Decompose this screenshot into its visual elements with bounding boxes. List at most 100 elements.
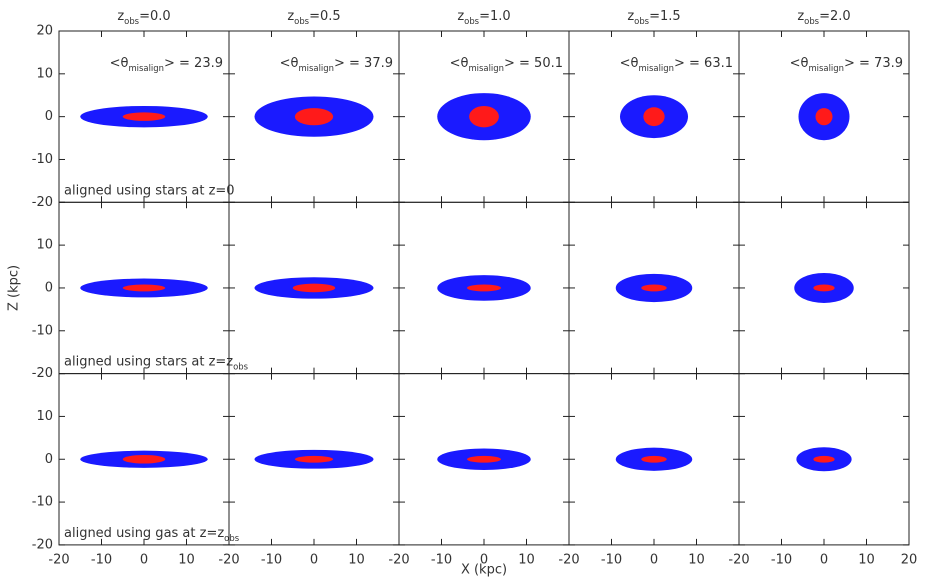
column-title-part: z <box>287 9 294 24</box>
misalign-annotation-part: > = <box>164 56 194 71</box>
misalign-annotation-part: 73.9 <box>874 56 903 71</box>
x-tick-label: -10 <box>601 552 622 567</box>
y-tick-label: 0 <box>45 280 53 295</box>
column-title-sub: obs <box>634 16 649 26</box>
inner-region <box>122 284 166 292</box>
misalign-annotation-part: <θ <box>450 56 469 71</box>
misalign-annotation-part: 23.9 <box>194 56 223 71</box>
x-tick-label: 20 <box>901 552 918 567</box>
inner-region <box>467 284 501 292</box>
misalign-annotation-part: > = <box>504 56 534 71</box>
inner-region <box>643 107 665 127</box>
x-tick-label: 0 <box>820 552 828 567</box>
misalign-annotation-sub: misalign <box>468 63 504 73</box>
column-title-part: =2.0 <box>819 9 851 24</box>
misalign-annotation-part: > = <box>334 56 364 71</box>
row-label-sub: obs <box>224 532 239 542</box>
x-tick-label: -20 <box>48 552 69 567</box>
inner-region <box>294 108 334 126</box>
y-tick-label: 20 <box>36 24 53 39</box>
row-label-sub: obs <box>233 361 248 371</box>
misalign-annotation-part: 63.1 <box>704 56 733 71</box>
misalign-annotation-part: > = <box>674 56 704 71</box>
inner-region <box>641 455 667 463</box>
misalign-annotation: <θmisalign> = 63.1 <box>620 56 733 73</box>
inner-region <box>469 105 499 128</box>
x-tick-label: -10 <box>431 552 452 567</box>
y-tick-label: -20 <box>32 537 53 552</box>
y-tick-label: -10 <box>32 152 53 167</box>
misalign-annotation-part: <θ <box>110 56 129 71</box>
column-title: zobs=1.5 <box>627 9 680 26</box>
x-tick-label: 10 <box>178 552 195 567</box>
column-title: zobs=0.5 <box>287 9 340 26</box>
x-axis-label: X (kpc) <box>461 563 507 578</box>
misalign-annotation: <θmisalign> = 23.9 <box>110 56 223 73</box>
misalign-annotation-part: > = <box>844 56 874 71</box>
inner-region <box>122 112 166 121</box>
misalign-annotation-part: <θ <box>790 56 809 71</box>
x-tick-label: -10 <box>261 552 282 567</box>
x-tick-label: 10 <box>518 552 535 567</box>
x-tick-label: 0 <box>310 552 318 567</box>
x-tick-label: -20 <box>558 552 579 567</box>
column-title: zobs=2.0 <box>797 9 850 26</box>
misalign-annotation-sub: misalign <box>298 63 334 73</box>
column-title-sub: obs <box>804 16 819 26</box>
column-title-sub: obs <box>294 16 309 26</box>
row-label: aligned using stars at z=0 <box>64 183 235 198</box>
column-title-part: z <box>117 9 124 24</box>
x-tick-label: 0 <box>480 552 488 567</box>
column-title-part: z <box>457 9 464 24</box>
x-tick-label: -20 <box>388 552 409 567</box>
x-tick-label: -20 <box>728 552 749 567</box>
column-title-part: =1.5 <box>649 9 681 24</box>
misalign-annotation: <θmisalign> = 37.9 <box>280 56 393 73</box>
inner-region <box>467 455 501 463</box>
column-title-part: z <box>627 9 634 24</box>
misalign-annotation-part: <θ <box>620 56 639 71</box>
y-tick-label: 0 <box>45 452 53 467</box>
y-tick-label: 10 <box>36 409 53 424</box>
row-label-part: aligned using stars at z=z <box>64 354 233 369</box>
column-title-part: =0.5 <box>309 9 341 24</box>
y-axis-label: Z (kpc) <box>7 265 22 311</box>
y-tick-label: 10 <box>36 238 53 253</box>
y-tick-label: 10 <box>36 66 53 81</box>
column-title-part: z <box>797 9 804 24</box>
x-tick-label: -10 <box>91 552 112 567</box>
misalign-annotation-sub: misalign <box>808 63 844 73</box>
misalign-annotation-sub: misalign <box>128 63 164 73</box>
column-title: zobs=0.0 <box>117 9 170 26</box>
x-tick-label: 0 <box>650 552 658 567</box>
misalign-annotation-part: 37.9 <box>364 56 393 71</box>
misalign-annotation-part: 50.1 <box>534 56 563 71</box>
row-label-part: aligned using gas at z=z <box>64 525 224 540</box>
column-title-part: =1.0 <box>479 9 511 24</box>
row-label-part: aligned using stars at z=0 <box>64 183 235 198</box>
row-label: aligned using stars at z=zobs <box>64 354 248 371</box>
x-tick-label: 0 <box>140 552 148 567</box>
x-tick-label: 10 <box>858 552 875 567</box>
misalign-annotation-sub: misalign <box>638 63 674 73</box>
misalign-annotation: <θmisalign> = 50.1 <box>450 56 563 73</box>
y-tick-label: 0 <box>45 109 53 124</box>
inner-region <box>641 284 667 292</box>
column-title-part: =0.0 <box>139 9 171 24</box>
y-tick-label: -20 <box>32 195 53 210</box>
x-tick-label: -10 <box>771 552 792 567</box>
y-tick-label: -20 <box>32 366 53 381</box>
inner-region <box>815 108 833 126</box>
misalign-annotation-part: <θ <box>280 56 299 71</box>
inner-region <box>122 454 166 464</box>
x-tick-label: -20 <box>218 552 239 567</box>
y-tick-label: -10 <box>32 323 53 338</box>
inner-region <box>294 455 334 463</box>
inner-region <box>292 283 336 293</box>
inner-region <box>813 284 835 292</box>
y-tick-label: -10 <box>32 495 53 510</box>
row-label: aligned using gas at z=zobs <box>64 525 239 542</box>
column-title: zobs=1.0 <box>457 9 510 26</box>
column-title-sub: obs <box>464 16 479 26</box>
